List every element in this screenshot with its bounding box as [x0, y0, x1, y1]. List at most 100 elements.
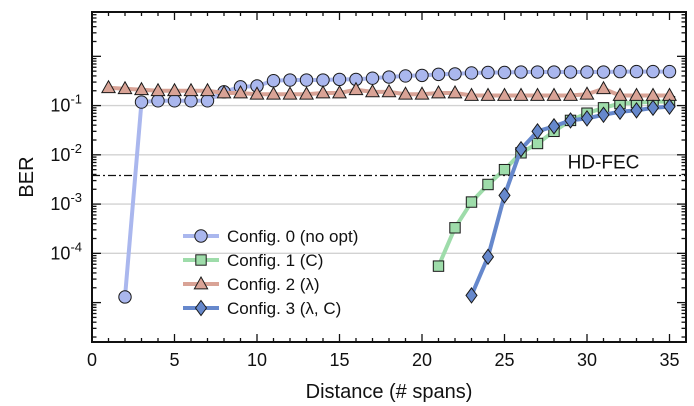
triangle-marker [628, 87, 645, 101]
diamond-marker [663, 98, 676, 116]
circle-marker [200, 94, 215, 108]
diamond-marker [194, 299, 208, 317]
circle-marker [332, 72, 347, 87]
x-tick-label: 20 [412, 350, 432, 370]
circle-marker [481, 65, 495, 80]
circle-marker [398, 69, 413, 83]
triangle-marker [232, 84, 249, 99]
triangle-marker [579, 86, 595, 100]
diamond-marker [514, 140, 528, 158]
triangle-marker [463, 87, 480, 101]
triangle-marker [381, 83, 397, 98]
y-tick-label: 10-1 [50, 92, 82, 116]
circle-marker [514, 65, 528, 79]
triangle-marker [166, 82, 183, 97]
square-marker [465, 196, 478, 208]
triangle-marker [100, 79, 117, 94]
triangle-marker [117, 80, 133, 95]
square-marker [432, 260, 445, 272]
triangle-marker [315, 84, 331, 99]
triangle-marker [430, 84, 447, 99]
circle-marker [580, 65, 594, 79]
series-diamond [465, 98, 676, 304]
legend-label: Config. 3 (λ, C) [227, 299, 341, 318]
y-axis-title: BER [16, 156, 38, 197]
circle-marker [134, 95, 149, 109]
x-tick-label: 25 [494, 350, 514, 370]
x-tick-label: 0 [87, 350, 97, 370]
circle-marker [194, 229, 208, 243]
circle-marker [316, 73, 330, 87]
triangle-marker [612, 87, 628, 101]
x-tick-label: 5 [169, 350, 179, 370]
legend-label: Config. 2 (λ) [227, 275, 320, 294]
circle-marker [431, 67, 446, 82]
hd-fec-label: HD-FEC [568, 153, 640, 174]
y-tick-label: 10-4 [50, 239, 82, 263]
circle-marker [184, 94, 198, 108]
triangle-marker [282, 86, 298, 100]
circle-marker [283, 73, 297, 87]
triangle-marker [513, 87, 529, 101]
square-marker [449, 222, 461, 234]
circle-marker [613, 64, 627, 79]
triangle-marker [265, 86, 282, 100]
series-triangle [100, 79, 678, 101]
legend-label: Config. 0 (no opt) [227, 227, 358, 246]
diamond-marker [646, 99, 660, 117]
triangle-marker [397, 86, 414, 100]
square-marker [195, 254, 207, 266]
triangle-marker [183, 82, 199, 97]
triangle-marker [595, 80, 612, 95]
triangle-marker [348, 81, 364, 96]
circle-marker [497, 65, 512, 80]
diamond-marker [481, 248, 495, 266]
circle-marker [151, 94, 165, 108]
plot-frame [91, 11, 687, 343]
circle-marker [596, 65, 611, 79]
circle-marker [464, 66, 479, 80]
circle-marker [646, 64, 660, 79]
triangle-marker [150, 82, 166, 97]
legend-label: Config. 1 (C) [227, 251, 323, 270]
hd-fec-threshold: HD-FEC [92, 153, 686, 177]
diamond-marker [613, 103, 627, 121]
triangle-marker [414, 86, 430, 100]
triangle-marker [447, 84, 463, 99]
circle-marker [382, 70, 396, 84]
circle-marker [629, 64, 644, 79]
series-circle [118, 64, 677, 304]
circle-marker [547, 65, 561, 79]
square-marker [531, 137, 544, 150]
circle-marker [365, 71, 380, 85]
triangle-marker [546, 87, 562, 101]
diamond-marker [547, 117, 561, 135]
triangle-marker [199, 82, 216, 97]
x-tick-label: 15 [329, 350, 349, 370]
diamond-marker [580, 110, 594, 127]
diamond-marker [630, 102, 643, 119]
triangle-marker [249, 86, 265, 100]
y-tick-label: 10-2 [50, 141, 82, 165]
diamond-marker [465, 287, 478, 304]
circle-marker [415, 68, 429, 83]
diamond-marker [597, 106, 610, 124]
triangle-marker [216, 84, 232, 99]
circle-marker [662, 64, 677, 79]
triangle-marker [133, 81, 150, 96]
circle-marker [118, 290, 132, 304]
diamond-marker [498, 187, 511, 204]
x-tick-label: 30 [577, 350, 597, 370]
triangle-marker [496, 87, 513, 101]
circle-marker [448, 67, 462, 81]
y-tick-label: 10-3 [50, 190, 82, 214]
circle-marker [266, 74, 281, 88]
circle-marker [167, 94, 182, 108]
circle-marker [299, 73, 314, 87]
triangle-marker [193, 275, 209, 290]
triangle-marker [529, 87, 546, 101]
circle-marker [530, 65, 545, 79]
x-axis-title: Distance (# spans) [306, 381, 473, 403]
grid-lines [92, 104, 686, 255]
